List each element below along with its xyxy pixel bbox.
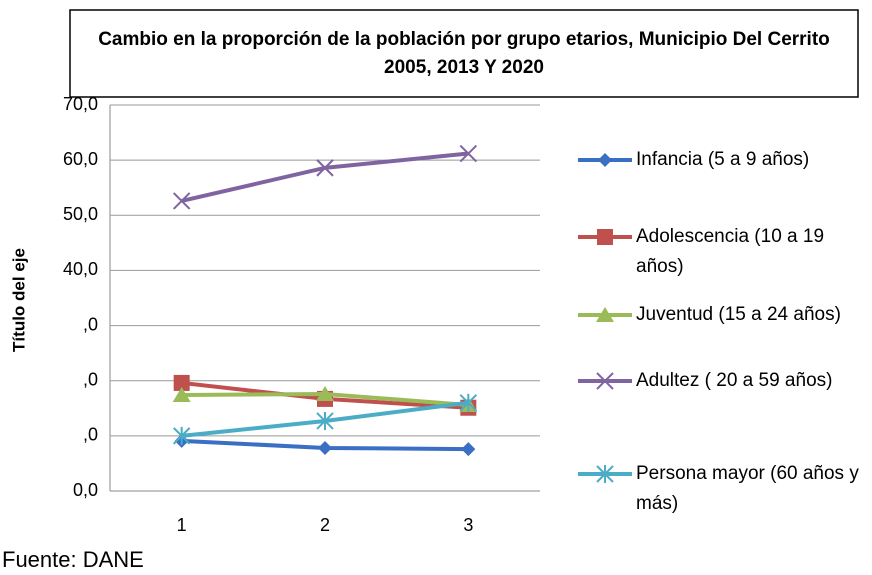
marker xyxy=(596,465,614,483)
marker xyxy=(318,440,332,455)
marker xyxy=(172,387,191,403)
marker xyxy=(459,393,478,412)
marker xyxy=(597,229,613,245)
y-axis-label: Título del eje xyxy=(9,248,28,352)
marker xyxy=(461,442,476,457)
chart-title: Cambio en la proporción de la población … xyxy=(98,28,830,78)
marker xyxy=(172,426,191,445)
marker xyxy=(173,374,190,391)
x-tick-label: 3 xyxy=(463,515,473,535)
legend-label: Adultez ( 20 a 59 años) xyxy=(636,370,833,391)
legend-item xyxy=(578,229,632,245)
y-tick-label: ,0 xyxy=(83,369,98,389)
y-tick-label: ,0 xyxy=(83,314,98,334)
title-box xyxy=(69,9,859,98)
legend-item xyxy=(578,307,632,322)
source: Fuente: DANE xyxy=(2,547,144,572)
legend-label: Persona mayor (60 años y más) xyxy=(636,463,859,514)
legend-label: Adolescencia (10 a 19 años) xyxy=(636,226,825,277)
x-tick-label: 1 xyxy=(177,515,187,535)
legend-label: Infancia (5 a 9 años) xyxy=(636,149,810,170)
y-tick-label: 40,0 xyxy=(63,259,98,279)
marker xyxy=(596,372,614,390)
marker xyxy=(459,144,478,163)
marker xyxy=(316,385,334,401)
y-tick-label: 60,0 xyxy=(63,149,98,169)
x-tick-label: 2 xyxy=(320,515,330,535)
marker xyxy=(598,153,612,167)
legend-label: Juventud (15 a 24 años) xyxy=(636,304,841,325)
y-tick-label: 50,0 xyxy=(63,204,98,224)
legend-item xyxy=(578,465,632,483)
y-tick-label: ,0 xyxy=(83,425,98,445)
marker xyxy=(596,307,614,322)
legend-item xyxy=(578,372,632,390)
marker xyxy=(172,192,191,210)
y-tick-label: 70,0 xyxy=(63,94,98,114)
marker xyxy=(316,159,334,177)
y-tick-label: 0,0 xyxy=(73,480,98,500)
marker xyxy=(316,411,334,430)
legend-item xyxy=(578,153,632,167)
